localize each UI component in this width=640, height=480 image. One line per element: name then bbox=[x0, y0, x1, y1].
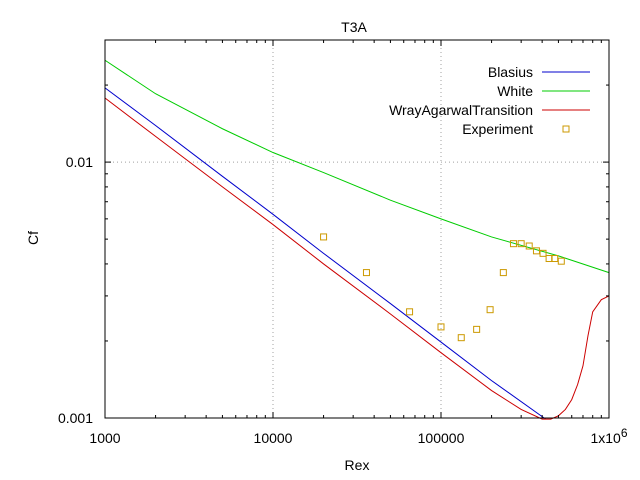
legend-label: WrayAgarwalTransition bbox=[389, 102, 533, 118]
data-point-experiment bbox=[487, 307, 493, 313]
x-tick-label: 1000 bbox=[89, 430, 120, 446]
y-tick-label: 0.001 bbox=[58, 410, 93, 426]
plot-area bbox=[105, 60, 609, 419]
data-point-experiment bbox=[500, 270, 506, 276]
series-line-wrayagarwaltransition bbox=[105, 98, 609, 419]
x-axis-label: Rex bbox=[345, 457, 370, 473]
chart-title: T3A bbox=[341, 19, 367, 35]
axis-ticks: 1000 10000 100000 1x106 0.001 0.01 bbox=[58, 40, 628, 446]
series-line-white bbox=[105, 60, 609, 272]
x-tick-label: 10000 bbox=[254, 430, 293, 446]
data-point-experiment bbox=[407, 309, 413, 315]
x-tick-label: 1x106 bbox=[590, 426, 627, 446]
data-point-experiment bbox=[474, 326, 480, 332]
legend-label: Blasius bbox=[488, 64, 533, 80]
data-point-experiment bbox=[321, 234, 327, 240]
x-tick-label: 100000 bbox=[418, 430, 465, 446]
plot-frame bbox=[105, 40, 609, 418]
y-axis-label: Cf bbox=[25, 231, 41, 245]
legend-label: Experiment bbox=[462, 121, 533, 137]
data-point-experiment bbox=[363, 270, 369, 276]
y-tick-label: 0.01 bbox=[66, 154, 93, 170]
data-point-experiment bbox=[458, 335, 464, 341]
series-line-blasius bbox=[105, 88, 546, 419]
grid bbox=[105, 40, 609, 418]
legend-label: White bbox=[497, 83, 533, 99]
data-point-experiment bbox=[558, 258, 564, 264]
legend-swatch bbox=[563, 126, 569, 132]
legend: Blasius White WrayAgarwalTransition Experim… bbox=[389, 64, 590, 137]
